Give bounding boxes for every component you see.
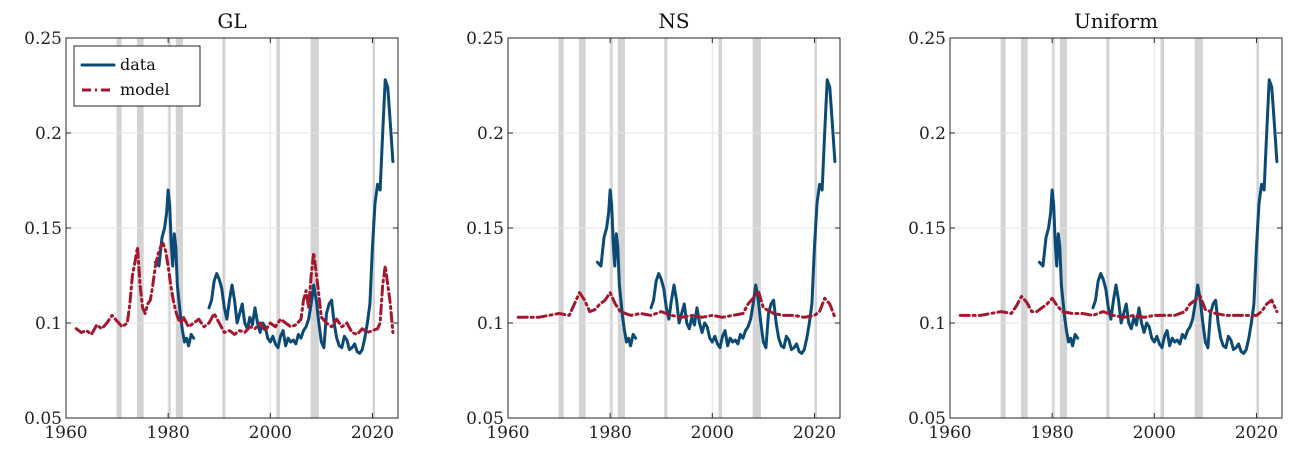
y-tick-label: 0.15 — [466, 219, 504, 239]
y-tick-label: 0.2 — [35, 124, 62, 144]
chart-panel-0: 0.05 0.1 0.15 0.2 0.25 1960 1980 2000 2020 GL — [24, 9, 399, 443]
x-tick-label: 2020 — [351, 423, 394, 443]
data-series-line — [207, 78, 395, 355]
chart-title: NS — [658, 9, 689, 33]
data-series-line — [153, 188, 196, 348]
model-series-line — [516, 289, 837, 319]
legend-box — [73, 45, 201, 107]
y-tick-label: 0.05 — [466, 409, 504, 429]
data-series-line — [1037, 188, 1080, 348]
model-series-line — [74, 241, 395, 336]
y-tick-label: 0.15 — [908, 219, 946, 239]
x-tick-label: 1960 — [928, 423, 971, 443]
x-tick-label: 1960 — [486, 423, 529, 443]
chart-title: Uniform — [1074, 9, 1158, 33]
data-series-line — [649, 78, 837, 355]
x-tick-label: 1980 — [147, 423, 190, 443]
y-tick-label: 0.25 — [24, 29, 62, 49]
x-tick-label: 2000 — [691, 423, 734, 443]
chart-panel-2: 0.05 0.1 0.15 0.2 0.25 1960 1980 2000 2020 Unifor… — [908, 9, 1283, 443]
y-tick-label: 0.2 — [477, 124, 504, 144]
x-tick-label: 2020 — [793, 423, 836, 443]
x-tick-label: 1980 — [589, 423, 632, 443]
y-tick-label: 0.15 — [24, 219, 62, 239]
y-tick-label: 0.05 — [908, 409, 946, 429]
legend: data model — [73, 45, 201, 107]
x-tick-label: 1980 — [1031, 423, 1074, 443]
data-series-line — [1091, 78, 1279, 355]
x-tick-label: 2000 — [249, 423, 292, 443]
x-tick-label: 1960 — [44, 423, 87, 443]
x-tick-label: 2020 — [1235, 423, 1278, 443]
y-tick-label: 0.1 — [35, 314, 62, 334]
y-tick-label: 0.1 — [919, 314, 946, 334]
y-tick-label: 0.05 — [24, 409, 62, 429]
chart-title: GL — [217, 9, 246, 33]
y-tick-label: 0.2 — [919, 124, 946, 144]
x-tick-label: 2000 — [1133, 423, 1176, 443]
y-tick-label: 0.1 — [477, 314, 504, 334]
y-tick-label: 0.25 — [466, 29, 504, 49]
data-series-line — [595, 188, 638, 348]
chart-panel-1: 0.05 0.1 0.15 0.2 0.25 1960 1980 2000 2020 NS — [466, 9, 841, 443]
y-tick-label: 0.25 — [908, 29, 946, 49]
model-series-line — [958, 294, 1279, 319]
legend-data-label: data — [120, 55, 156, 74]
legend-model-label: model — [120, 80, 170, 99]
